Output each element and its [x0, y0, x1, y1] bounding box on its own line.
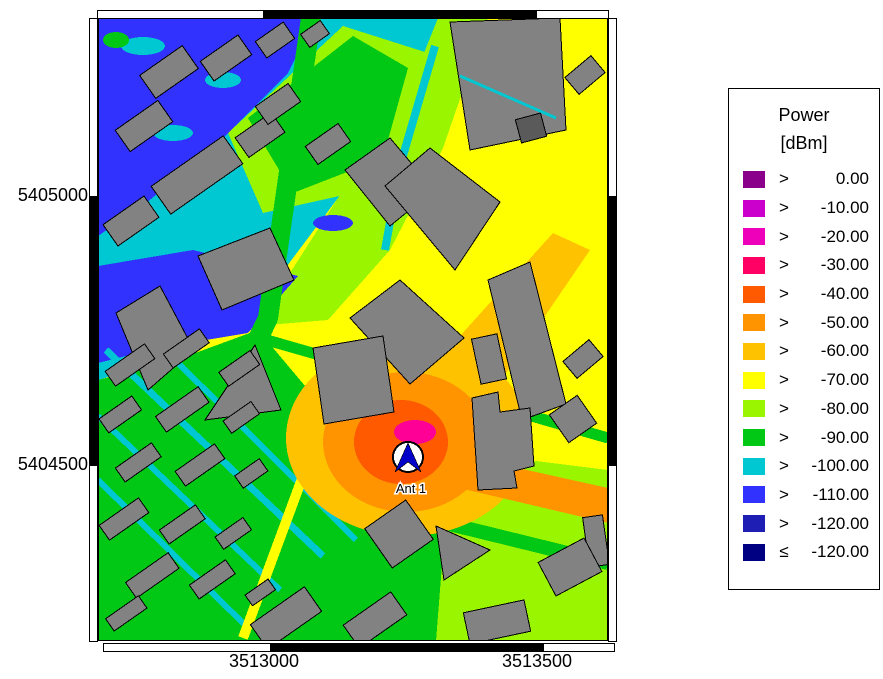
legend-operator: >	[779, 398, 789, 418]
legend-row: > -120.00	[729, 509, 879, 538]
legend-value: -30.00	[820, 255, 869, 275]
antenna-arrow-icon	[394, 442, 422, 473]
scale-bar-right-segment	[608, 465, 617, 642]
legend-color-swatch	[743, 314, 765, 332]
legend-row: > -100.00	[729, 452, 879, 481]
legend-row: >0.00	[729, 165, 879, 194]
legend-value: 0.00	[835, 169, 869, 189]
legend-operator: >	[779, 341, 789, 361]
legend-value: -110.00	[812, 484, 869, 504]
narrow-street	[459, 74, 557, 120]
legend-value: -10.00	[820, 198, 869, 218]
legend-title: Power [dBm]	[729, 101, 879, 157]
legend-operator: >	[779, 284, 789, 304]
legend-operator: >	[779, 226, 789, 246]
legend-value: -20.00	[820, 226, 869, 246]
scale-bar-right-segment	[608, 196, 617, 466]
legend-operator: >	[779, 169, 789, 189]
legend-color-swatch	[743, 228, 765, 246]
scale-bar-left-segment	[89, 465, 98, 642]
legend-rows: >0.00 > -10.00 > -20.00 > -30.00 > -40.00 > -50.00…	[729, 165, 879, 567]
legend-value: -70.00	[820, 370, 869, 390]
legend-operator: >	[779, 255, 789, 275]
legend-color-swatch	[743, 515, 765, 533]
legend-color-swatch	[743, 486, 765, 504]
legend-color-swatch	[743, 400, 765, 418]
legend-operator: >	[779, 513, 789, 533]
legend-color-swatch	[743, 285, 765, 303]
legend-title-line1: Power	[778, 105, 830, 125]
legend-row: > -40.00	[729, 280, 879, 309]
legend-row: ≤ -120.00	[729, 538, 879, 567]
scale-bar-left-segment	[89, 196, 98, 466]
legend-color-swatch	[743, 543, 765, 561]
legend-box: Power [dBm] >0.00 > -10.00 > -20.00 > -30.00 > -…	[728, 88, 880, 590]
legend-value: -120.00	[811, 542, 869, 562]
legend-operator: >	[779, 427, 789, 447]
legend-value: -90.00	[820, 427, 869, 447]
legend-operator: >	[779, 198, 789, 218]
legend-row: > -20.00	[729, 222, 879, 251]
y-axis-tick-label: 5405000	[17, 185, 88, 205]
legend-row: > -80.00	[729, 395, 879, 424]
scale-bar-right-segment	[608, 18, 617, 197]
legend-operator: >	[779, 370, 789, 390]
legend-value: -80.00	[820, 398, 869, 418]
buildings-layer	[98, 18, 608, 641]
legend-operator: >	[779, 312, 789, 332]
legend-operator: >	[779, 484, 789, 504]
coverage-plot: 5405000 5404500 3513000 3513500	[17, 10, 617, 671]
legend-row: > -70.00	[729, 366, 879, 395]
legend-row: > -60.00	[729, 337, 879, 366]
legend-value: -100.00	[811, 456, 869, 476]
antenna-label: Ant 1	[396, 481, 426, 496]
legend-color-swatch	[743, 256, 765, 274]
legend-value: -120.00	[811, 513, 869, 533]
legend-value: -60.00	[820, 341, 869, 361]
coverage-map: Ant 1	[98, 18, 608, 641]
legend-color-swatch	[743, 457, 765, 475]
legend-color-swatch	[743, 170, 765, 188]
x-axis-tick-label: 3513000	[228, 651, 300, 671]
legend-color-swatch	[743, 371, 765, 389]
legend-operator: >	[779, 456, 789, 476]
legend-color-swatch	[743, 199, 765, 217]
legend-row: > -90.00	[729, 423, 879, 452]
legend-row: > -30.00	[729, 251, 879, 280]
legend-row: > -110.00	[729, 481, 879, 510]
legend-row: > -50.00	[729, 308, 879, 337]
legend-row: > -10.00	[729, 194, 879, 223]
legend-title-line2: [dBm]	[780, 133, 828, 153]
antenna-marker: Ant 1	[392, 441, 428, 498]
y-axis-tick-label: 5404500	[17, 454, 88, 474]
x-axis-tick-label: 3513500	[501, 651, 573, 671]
legend-value: -40.00	[820, 284, 869, 304]
legend-color-swatch	[743, 342, 765, 360]
scale-bar-left-segment	[89, 18, 98, 197]
legend-value: -50.00	[820, 312, 869, 332]
legend-operator: ≤	[779, 542, 789, 562]
legend-color-swatch	[743, 429, 765, 447]
scale-bar-bottom-segment	[543, 643, 615, 652]
